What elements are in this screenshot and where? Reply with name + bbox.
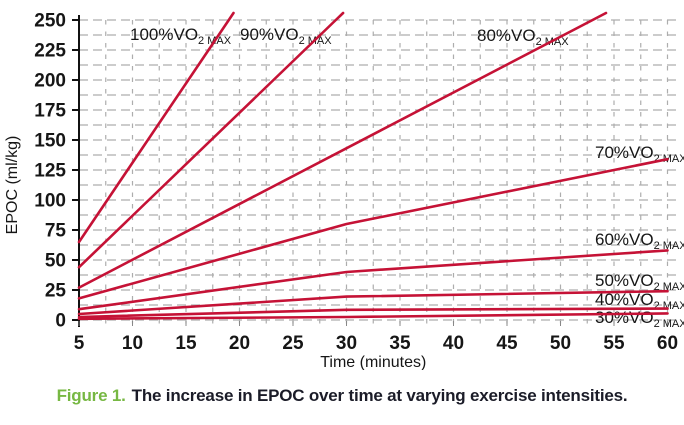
x-tick-label: 10 bbox=[122, 333, 143, 354]
x-tick-label: 30 bbox=[336, 333, 357, 354]
series-line-70 bbox=[77, 157, 669, 300]
series-line-90 bbox=[77, 11, 345, 269]
y-axis-title: EPOC (ml/kg) bbox=[4, 136, 21, 235]
y-tick-label: 225 bbox=[34, 41, 66, 62]
x-tick-label: 55 bbox=[603, 333, 625, 354]
y-tick-label: 200 bbox=[34, 71, 66, 92]
series-line-60 bbox=[77, 249, 669, 311]
series-line-80 bbox=[77, 11, 608, 289]
y-tick-label: 75 bbox=[45, 221, 67, 242]
y-tick-label: 250 bbox=[34, 11, 66, 32]
y-tick-label: 175 bbox=[34, 101, 66, 122]
x-tick-label: 20 bbox=[229, 333, 250, 354]
figure-label: Figure 1. bbox=[56, 386, 126, 405]
x-tick-label: 40 bbox=[443, 333, 464, 354]
series-label-80: 80%VO2 MAX bbox=[477, 26, 569, 48]
x-tick-label: 15 bbox=[175, 333, 197, 354]
y-tick-label: 25 bbox=[45, 281, 67, 302]
y-tick-label: 125 bbox=[34, 161, 66, 182]
x-axis-title: Time (minutes) bbox=[320, 354, 426, 370]
y-tick-label: 150 bbox=[34, 131, 66, 152]
y-tick-label: 0 bbox=[55, 311, 66, 332]
x-tick-label: 5 bbox=[74, 333, 85, 354]
series-line-50 bbox=[77, 289, 669, 316]
y-tick-label: 50 bbox=[45, 251, 66, 272]
x-tick-label: 60 bbox=[657, 333, 678, 354]
x-tick-label: 25 bbox=[282, 333, 304, 354]
epoc-chart: 0 25 50 75 100 125 150 175 200 225 250 5 10 15 20 25 30 3… bbox=[4, 11, 684, 372]
series-line-30 bbox=[77, 312, 669, 321]
x-tick-label: 45 bbox=[496, 333, 518, 354]
series-line-100 bbox=[77, 11, 235, 244]
figure-caption-text: The increase in EPOC over time at varyin… bbox=[131, 386, 628, 405]
series-label-50: 50%VO2 MAX bbox=[595, 271, 684, 293]
series-line-40 bbox=[77, 307, 669, 319]
figure-caption: Figure 1. The increase in EPOC over time … bbox=[0, 386, 684, 406]
y-tick-label: 100 bbox=[34, 191, 66, 212]
x-tick-label: 50 bbox=[550, 333, 571, 354]
epoc-chart-svg: 0 25 50 75 100 125 150 175 200 225 250 5 10 15 20 25 30 3… bbox=[4, 11, 684, 372]
series-label-60: 60%VO2 MAX bbox=[595, 230, 684, 252]
series-label-70: 70%VO2 MAX bbox=[595, 143, 684, 165]
x-tick-label: 35 bbox=[389, 333, 411, 354]
